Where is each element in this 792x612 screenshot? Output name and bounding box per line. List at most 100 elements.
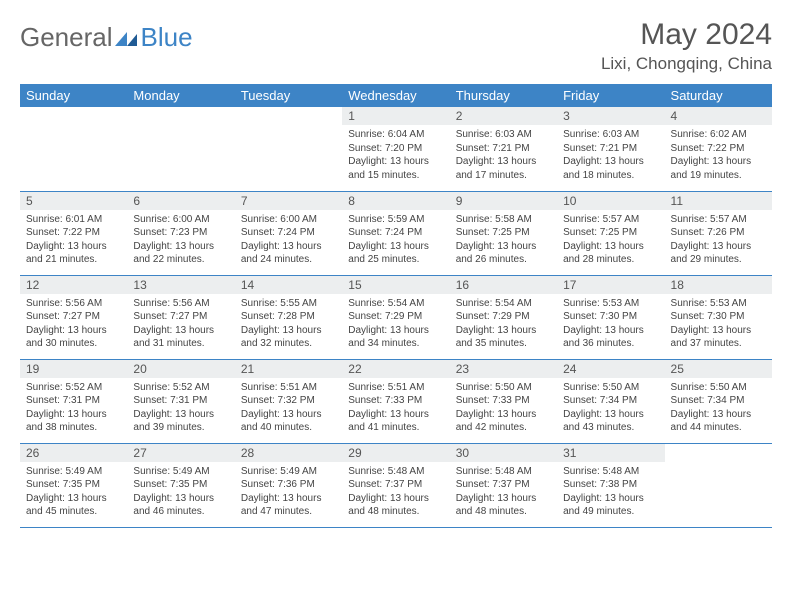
- calendar-day-cell: 29Sunrise: 5:48 AMSunset: 7:37 PMDayligh…: [342, 443, 449, 527]
- day-details: Sunrise: 5:54 AMSunset: 7:29 PMDaylight:…: [342, 294, 449, 355]
- day-number: 21: [235, 360, 342, 378]
- day-details: Sunrise: 6:00 AMSunset: 7:24 PMDaylight:…: [235, 210, 342, 271]
- calendar-day-cell: 17Sunrise: 5:53 AMSunset: 7:30 PMDayligh…: [557, 275, 664, 359]
- calendar-day-cell: 27Sunrise: 5:49 AMSunset: 7:35 PMDayligh…: [127, 443, 234, 527]
- day-details: Sunrise: 5:54 AMSunset: 7:29 PMDaylight:…: [450, 294, 557, 355]
- weekday-header: Wednesday: [342, 84, 449, 107]
- daylight-text: Daylight: 13 hours and 22 minutes.: [133, 240, 228, 267]
- calendar-day-cell: [20, 107, 127, 191]
- sunset-text: Sunset: 7:30 PM: [563, 310, 658, 324]
- day-number: 6: [127, 192, 234, 210]
- calendar-day-cell: 30Sunrise: 5:48 AMSunset: 7:37 PMDayligh…: [450, 443, 557, 527]
- calendar-day-cell: 20Sunrise: 5:52 AMSunset: 7:31 PMDayligh…: [127, 359, 234, 443]
- day-details: Sunrise: 5:58 AMSunset: 7:25 PMDaylight:…: [450, 210, 557, 271]
- sunrise-text: Sunrise: 5:54 AM: [456, 297, 551, 311]
- sunset-text: Sunset: 7:27 PM: [26, 310, 121, 324]
- title-block: May 2024 Lixi, Chongqing, China: [601, 18, 772, 74]
- calendar-week-row: 1Sunrise: 6:04 AMSunset: 7:20 PMDaylight…: [20, 107, 772, 191]
- daylight-text: Daylight: 13 hours and 32 minutes.: [241, 324, 336, 351]
- sunrise-text: Sunrise: 6:04 AM: [348, 128, 443, 142]
- sunrise-text: Sunrise: 5:52 AM: [26, 381, 121, 395]
- day-details: Sunrise: 5:53 AMSunset: 7:30 PMDaylight:…: [557, 294, 664, 355]
- sunset-text: Sunset: 7:20 PM: [348, 142, 443, 156]
- calendar-day-cell: 25Sunrise: 5:50 AMSunset: 7:34 PMDayligh…: [665, 359, 772, 443]
- weekday-header: Monday: [127, 84, 234, 107]
- sunset-text: Sunset: 7:21 PM: [563, 142, 658, 156]
- sunrise-text: Sunrise: 5:48 AM: [456, 465, 551, 479]
- sunset-text: Sunset: 7:35 PM: [26, 478, 121, 492]
- day-details: Sunrise: 5:57 AMSunset: 7:25 PMDaylight:…: [557, 210, 664, 271]
- day-details: Sunrise: 5:52 AMSunset: 7:31 PMDaylight:…: [127, 378, 234, 439]
- sunset-text: Sunset: 7:21 PM: [456, 142, 551, 156]
- day-details: Sunrise: 5:48 AMSunset: 7:38 PMDaylight:…: [557, 462, 664, 523]
- sunrise-text: Sunrise: 5:56 AM: [26, 297, 121, 311]
- day-details: Sunrise: 5:48 AMSunset: 7:37 PMDaylight:…: [450, 462, 557, 523]
- daylight-text: Daylight: 13 hours and 24 minutes.: [241, 240, 336, 267]
- sunrise-text: Sunrise: 5:50 AM: [563, 381, 658, 395]
- sunrise-text: Sunrise: 5:48 AM: [348, 465, 443, 479]
- day-number: 14: [235, 276, 342, 294]
- day-details: Sunrise: 6:01 AMSunset: 7:22 PMDaylight:…: [20, 210, 127, 271]
- day-number: 10: [557, 192, 664, 210]
- sunset-text: Sunset: 7:30 PM: [671, 310, 766, 324]
- calendar-day-cell: 2Sunrise: 6:03 AMSunset: 7:21 PMDaylight…: [450, 107, 557, 191]
- calendar-day-cell: 18Sunrise: 5:53 AMSunset: 7:30 PMDayligh…: [665, 275, 772, 359]
- daylight-text: Daylight: 13 hours and 42 minutes.: [456, 408, 551, 435]
- location: Lixi, Chongqing, China: [601, 54, 772, 74]
- sunset-text: Sunset: 7:33 PM: [456, 394, 551, 408]
- day-number: 13: [127, 276, 234, 294]
- calendar-day-cell: 23Sunrise: 5:50 AMSunset: 7:33 PMDayligh…: [450, 359, 557, 443]
- sunset-text: Sunset: 7:36 PM: [241, 478, 336, 492]
- calendar-day-cell: 6Sunrise: 6:00 AMSunset: 7:23 PMDaylight…: [127, 191, 234, 275]
- sunrise-text: Sunrise: 5:57 AM: [671, 213, 766, 227]
- day-number: 23: [450, 360, 557, 378]
- day-details: Sunrise: 5:49 AMSunset: 7:36 PMDaylight:…: [235, 462, 342, 523]
- calendar-table: SundayMondayTuesdayWednesdayThursdayFrid…: [20, 84, 772, 528]
- sunset-text: Sunset: 7:26 PM: [671, 226, 766, 240]
- calendar-body: 1Sunrise: 6:04 AMSunset: 7:20 PMDaylight…: [20, 107, 772, 527]
- daylight-text: Daylight: 13 hours and 49 minutes.: [563, 492, 658, 519]
- sunrise-text: Sunrise: 5:52 AM: [133, 381, 228, 395]
- daylight-text: Daylight: 13 hours and 35 minutes.: [456, 324, 551, 351]
- daylight-text: Daylight: 13 hours and 26 minutes.: [456, 240, 551, 267]
- sunset-text: Sunset: 7:34 PM: [563, 394, 658, 408]
- day-details: Sunrise: 5:56 AMSunset: 7:27 PMDaylight:…: [127, 294, 234, 355]
- calendar-day-cell: 12Sunrise: 5:56 AMSunset: 7:27 PMDayligh…: [20, 275, 127, 359]
- sunrise-text: Sunrise: 5:53 AM: [563, 297, 658, 311]
- logo-text-general: General: [20, 22, 113, 53]
- sunset-text: Sunset: 7:25 PM: [456, 226, 551, 240]
- day-number: 26: [20, 444, 127, 462]
- calendar-day-cell: 19Sunrise: 5:52 AMSunset: 7:31 PMDayligh…: [20, 359, 127, 443]
- day-details: Sunrise: 5:59 AMSunset: 7:24 PMDaylight:…: [342, 210, 449, 271]
- day-details: Sunrise: 6:02 AMSunset: 7:22 PMDaylight:…: [665, 125, 772, 186]
- daylight-text: Daylight: 13 hours and 37 minutes.: [671, 324, 766, 351]
- day-number: 1: [342, 107, 449, 125]
- daylight-text: Daylight: 13 hours and 40 minutes.: [241, 408, 336, 435]
- calendar-day-cell: 15Sunrise: 5:54 AMSunset: 7:29 PMDayligh…: [342, 275, 449, 359]
- sunrise-text: Sunrise: 5:49 AM: [133, 465, 228, 479]
- calendar-day-cell: 3Sunrise: 6:03 AMSunset: 7:21 PMDaylight…: [557, 107, 664, 191]
- sunrise-text: Sunrise: 5:59 AM: [348, 213, 443, 227]
- daylight-text: Daylight: 13 hours and 41 minutes.: [348, 408, 443, 435]
- weekday-header-row: SundayMondayTuesdayWednesdayThursdayFrid…: [20, 84, 772, 107]
- calendar-day-cell: 5Sunrise: 6:01 AMSunset: 7:22 PMDaylight…: [20, 191, 127, 275]
- sunrise-text: Sunrise: 5:51 AM: [241, 381, 336, 395]
- sunrise-text: Sunrise: 5:57 AM: [563, 213, 658, 227]
- calendar-day-cell: 31Sunrise: 5:48 AMSunset: 7:38 PMDayligh…: [557, 443, 664, 527]
- calendar-week-row: 26Sunrise: 5:49 AMSunset: 7:35 PMDayligh…: [20, 443, 772, 527]
- day-details: Sunrise: 5:49 AMSunset: 7:35 PMDaylight:…: [20, 462, 127, 523]
- sunrise-text: Sunrise: 6:03 AM: [456, 128, 551, 142]
- day-number: 5: [20, 192, 127, 210]
- sunset-text: Sunset: 7:27 PM: [133, 310, 228, 324]
- day-number: 22: [342, 360, 449, 378]
- daylight-text: Daylight: 13 hours and 48 minutes.: [348, 492, 443, 519]
- day-details: Sunrise: 6:04 AMSunset: 7:20 PMDaylight:…: [342, 125, 449, 186]
- sunset-text: Sunset: 7:22 PM: [26, 226, 121, 240]
- day-number: 17: [557, 276, 664, 294]
- sunrise-text: Sunrise: 5:56 AM: [133, 297, 228, 311]
- sunrise-text: Sunrise: 6:02 AM: [671, 128, 766, 142]
- calendar-week-row: 5Sunrise: 6:01 AMSunset: 7:22 PMDaylight…: [20, 191, 772, 275]
- sunset-text: Sunset: 7:24 PM: [348, 226, 443, 240]
- calendar-day-cell: 16Sunrise: 5:54 AMSunset: 7:29 PMDayligh…: [450, 275, 557, 359]
- daylight-text: Daylight: 13 hours and 19 minutes.: [671, 155, 766, 182]
